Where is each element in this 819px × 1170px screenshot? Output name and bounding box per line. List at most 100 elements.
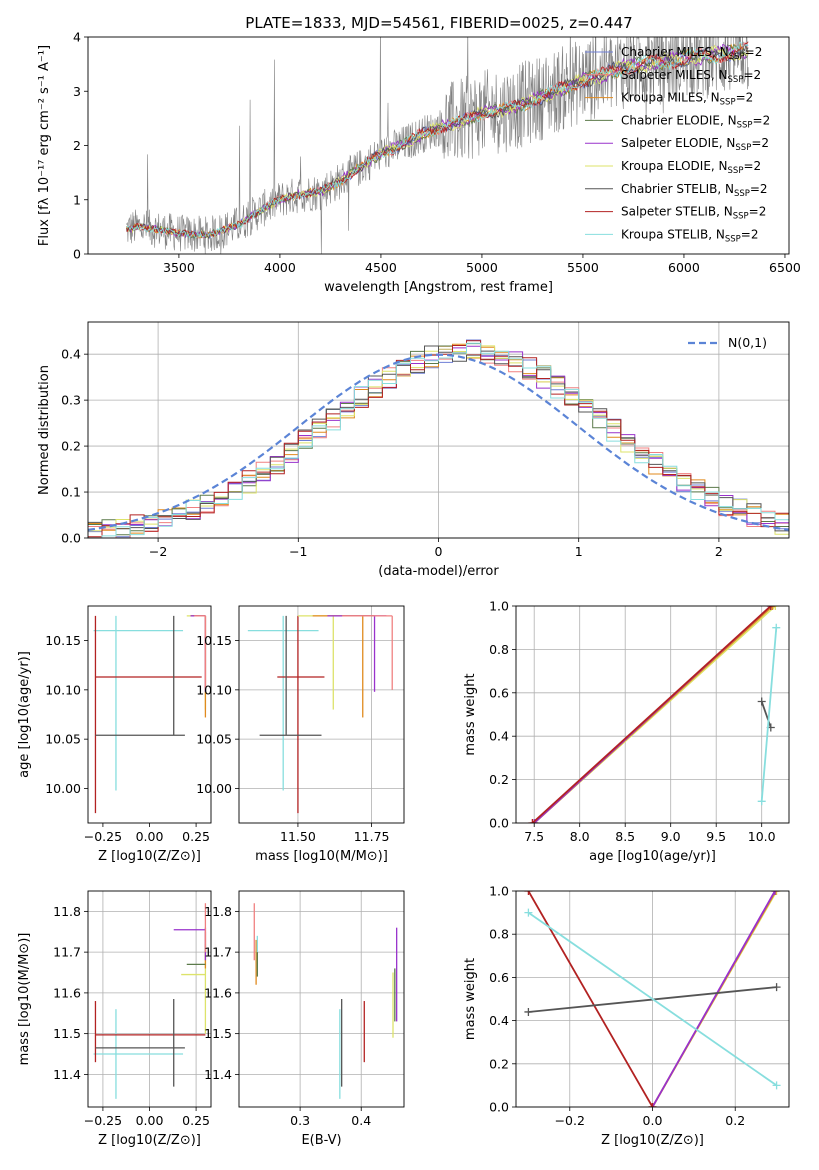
legend-entry: Salpeter ELODIE, NSSP=2 bbox=[621, 136, 769, 153]
x-tick-label: −2 bbox=[149, 544, 167, 559]
x-tick-label: 9.0 bbox=[661, 829, 681, 844]
x-tick-label: 4000 bbox=[264, 260, 296, 275]
x-tick-label: 0.4 bbox=[351, 1113, 371, 1128]
axes-frame bbox=[87, 605, 212, 824]
model-spectrum bbox=[126, 41, 749, 239]
axes-frame bbox=[87, 890, 212, 1108]
x-axis-label: Z [log10(Z/Z⊙)] bbox=[98, 1133, 201, 1148]
weight_vs_Z-lines bbox=[524, 891, 781, 1107]
x-tick-label: 8.0 bbox=[570, 829, 590, 844]
gaussian-curve bbox=[88, 353, 789, 531]
y-tick-label: 0 bbox=[73, 247, 81, 262]
spectrum-legend: Chabrier MILES, NSSP=2 Salpeter MILES, NS… bbox=[585, 45, 770, 244]
y-tick-label: 11.4 bbox=[204, 1067, 232, 1082]
y-tick-label: 11.5 bbox=[53, 1026, 81, 1041]
x-tick-label: 3500 bbox=[163, 260, 195, 275]
y-axis-label: mass [log10(M/M⊙)] bbox=[17, 933, 32, 1066]
figure-title: PLATE=1833, MJD=54561, FIBERID=0025, z=0… bbox=[245, 14, 632, 32]
weight-line bbox=[651, 891, 776, 1107]
y-axis-label: age [log10(age/yr)] bbox=[17, 651, 32, 778]
legend-entry: N(0,1) bbox=[728, 335, 767, 350]
y-tick-label: 1.0 bbox=[489, 884, 509, 899]
mass_vs_Z-axes: −0.25 0.00 0.25 11.4 11.5 11.6 11.7 11.8 bbox=[53, 891, 211, 1128]
y-tick-label: 10.15 bbox=[45, 633, 81, 648]
axes-frame bbox=[515, 605, 790, 824]
y-tick-label: 11.7 bbox=[204, 945, 232, 960]
residuals-axes: −2 −1 0 1 2 0.0 0.1 0.2 0.3 0.4 bbox=[61, 322, 789, 559]
y-tick-label: 0.4 bbox=[489, 729, 509, 744]
mass_vs_Z-errorbars bbox=[93, 903, 207, 1099]
weight_vs_Z-axes: −0.2 0.0 0.2 0.0 0.2 0.4 0.6 0.8 1.0 bbox=[489, 884, 789, 1128]
mass_vs_EBV-axes: 0.3 0.4 11.4 11.5 11.6 11.7 11.8 bbox=[204, 891, 404, 1128]
y-tick-label: 3 bbox=[73, 84, 81, 99]
weight-line bbox=[531, 606, 772, 823]
weight-marker bbox=[524, 908, 533, 917]
weight-marker bbox=[772, 623, 781, 632]
legend-entry: Kroupa MILES, NSSP=2 bbox=[621, 91, 753, 108]
weight-marker bbox=[772, 1081, 781, 1090]
weight-marker bbox=[772, 983, 781, 992]
y-tick-label: 0.2 bbox=[61, 439, 81, 454]
y-tick-label: 10.10 bbox=[45, 682, 81, 697]
x-tick-label: 4500 bbox=[365, 260, 397, 275]
x-tick-label: 6000 bbox=[668, 260, 700, 275]
histogram-series bbox=[88, 339, 789, 538]
x-axis-label: E(B-V) bbox=[301, 1133, 341, 1148]
y-tick-label: 0.2 bbox=[489, 1056, 509, 1071]
x-axis-label: age [log10(age/yr)] bbox=[589, 849, 716, 864]
y-axis-label: Flux [fλ 10⁻¹⁷ erg cm⁻² s⁻¹ A⁻¹] bbox=[37, 45, 52, 246]
weight-marker bbox=[768, 606, 777, 610]
axes-frame bbox=[87, 36, 790, 255]
x-tick-label: 11.50 bbox=[280, 829, 316, 844]
y-tick-label: 10.05 bbox=[196, 732, 232, 747]
x-axis-label: wavelength [Angstrom, rest frame] bbox=[324, 280, 553, 295]
histograms bbox=[88, 339, 789, 538]
x-tick-label: 0 bbox=[435, 544, 443, 559]
legend-entry: Chabrier ELODIE, NSSP=2 bbox=[621, 113, 770, 130]
age_vs_Z-axes: −0.25 0.00 0.25 10.00 10.05 10.10 10.15 bbox=[45, 633, 210, 844]
x-tick-label: −0.2 bbox=[555, 1113, 585, 1128]
x-tick-label: 0.25 bbox=[182, 1113, 210, 1128]
x-tick-label: 7.5 bbox=[524, 829, 544, 844]
weight_vs_age-lines bbox=[528, 606, 781, 823]
legend-entry: Kroupa ELODIE, NSSP=2 bbox=[621, 159, 761, 176]
y-tick-label: 11.7 bbox=[53, 945, 81, 960]
y-tick-label: 4 bbox=[73, 30, 81, 45]
weight-marker bbox=[757, 797, 766, 806]
weight-marker bbox=[528, 819, 537, 823]
y-tick-label: 0.4 bbox=[61, 347, 81, 362]
y-tick-label: 2 bbox=[73, 138, 81, 153]
x-tick-label: 0.00 bbox=[136, 1113, 164, 1128]
legend-entry: Chabrier STELIB, NSSP=2 bbox=[621, 182, 768, 199]
y-tick-label: 0.0 bbox=[489, 1100, 509, 1115]
x-axis-label: Z [log10(Z/Z⊙)] bbox=[98, 849, 201, 864]
x-tick-label: 9.5 bbox=[706, 829, 726, 844]
weight-marker bbox=[757, 697, 766, 706]
x-tick-label: 11.75 bbox=[354, 829, 390, 844]
legend-entry: Salpeter MILES, NSSP=2 bbox=[621, 68, 761, 85]
weight-line bbox=[527, 891, 654, 1107]
y-tick-label: 10.15 bbox=[196, 633, 232, 648]
axes-frame bbox=[87, 321, 790, 539]
x-axis-label: Z [log10(Z/Z⊙)] bbox=[601, 1133, 704, 1148]
x-tick-label: 8.5 bbox=[615, 829, 635, 844]
y-tick-label: 0.2 bbox=[489, 772, 509, 787]
age_vs_mass-axes: 11.50 11.75 10.00 10.05 10.10 10.15 bbox=[196, 606, 404, 844]
x-tick-label: 6500 bbox=[769, 260, 801, 275]
y-tick-label: 11.8 bbox=[204, 904, 232, 919]
y-tick-label: 0.3 bbox=[61, 393, 81, 408]
y-tick-label: 0.1 bbox=[61, 485, 81, 500]
y-tick-label: 0.8 bbox=[489, 927, 509, 942]
weight-marker bbox=[771, 606, 780, 610]
y-tick-label: 11.6 bbox=[204, 985, 232, 1000]
x-tick-label: −0.25 bbox=[84, 829, 122, 844]
weight-marker bbox=[771, 891, 780, 895]
y-tick-label: 10.05 bbox=[45, 732, 81, 747]
y-tick-label: 0.8 bbox=[489, 642, 509, 657]
legend-entry: Chabrier MILES, NSSP=2 bbox=[621, 45, 762, 62]
histogram-series bbox=[88, 345, 789, 532]
y-axis-label: Normed distribution bbox=[37, 365, 52, 495]
y-axis-label: mass weight bbox=[463, 958, 478, 1040]
y-tick-label: 0.0 bbox=[61, 531, 81, 546]
legend-entry: Kroupa STELIB, NSSP=2 bbox=[621, 227, 759, 244]
